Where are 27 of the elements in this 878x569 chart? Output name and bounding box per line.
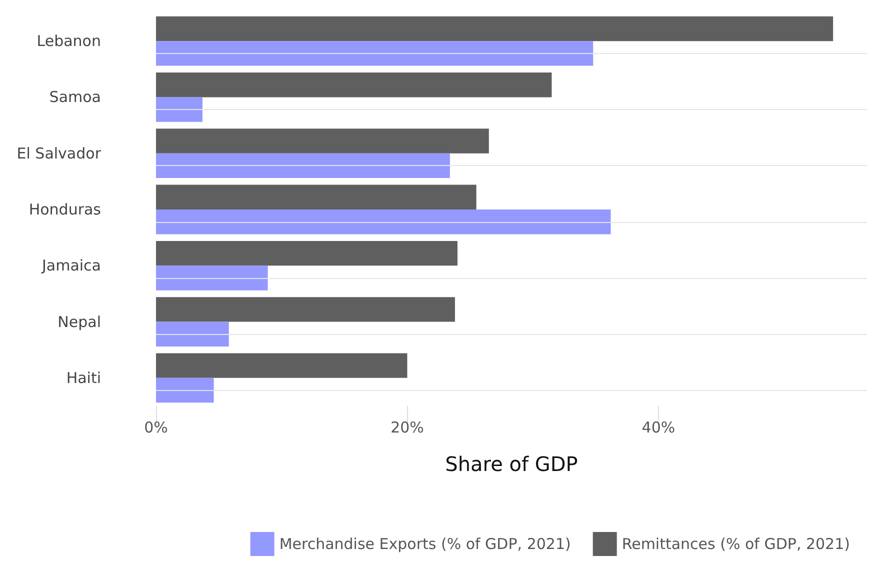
legend-label: Merchandise Exports (% of GDP, 2021) bbox=[279, 535, 571, 553]
bar bbox=[156, 41, 594, 66]
x-tick-label: 0% bbox=[144, 418, 168, 436]
bar bbox=[156, 97, 202, 122]
y-tick-label: Samoa bbox=[49, 88, 101, 106]
y-tick-label: Lebanon bbox=[36, 32, 101, 50]
bar bbox=[156, 297, 455, 322]
y-tick-label: Honduras bbox=[28, 200, 102, 218]
bar bbox=[156, 322, 229, 346]
x-tick-label: 20% bbox=[390, 418, 424, 436]
x-axis-title: Share of GDP bbox=[445, 452, 578, 476]
bar bbox=[156, 72, 552, 98]
bar bbox=[156, 16, 834, 42]
y-tick-label: Haiti bbox=[66, 368, 101, 387]
y-tick-label: Jamaica bbox=[40, 256, 101, 275]
bar bbox=[156, 378, 214, 403]
bar bbox=[156, 210, 611, 234]
bar bbox=[156, 240, 458, 266]
bar bbox=[156, 153, 450, 178]
bar bbox=[156, 184, 476, 210]
y-tick-label: El Salvador bbox=[16, 144, 102, 162]
y-tick-label: Nepal bbox=[58, 312, 101, 331]
bar bbox=[156, 128, 489, 154]
x-tick-label: 40% bbox=[642, 418, 676, 436]
bar bbox=[156, 266, 268, 290]
legend-label: Remittances (% of GDP, 2021) bbox=[622, 535, 850, 553]
bar bbox=[156, 353, 408, 378]
